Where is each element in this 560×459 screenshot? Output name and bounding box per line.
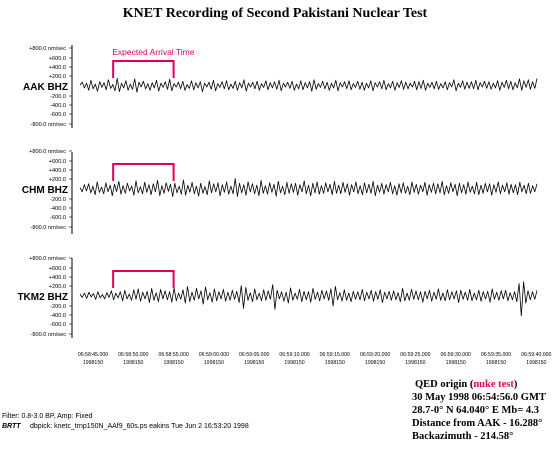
y-tick-label: +200.0 bbox=[49, 284, 66, 290]
station-label: CHM BHZ bbox=[22, 185, 68, 196]
x-tick-date: 1998150 bbox=[204, 360, 224, 366]
origin-label: QED origin (nuke test) bbox=[415, 379, 518, 390]
x-tick-date: 1998150 bbox=[526, 360, 546, 366]
y-tick-label: -800.0 nm/sec bbox=[31, 225, 67, 231]
x-tick-time: 06:59:40.000 bbox=[521, 352, 551, 358]
x-tick-date: 1998150 bbox=[486, 360, 506, 366]
y-tick-label: -600.0 bbox=[50, 322, 66, 328]
y-tick-label: +400.0 bbox=[49, 65, 66, 71]
expected-arrival-bracket bbox=[112, 270, 175, 288]
station-label: AAK BHZ bbox=[23, 82, 68, 93]
seismic-trace bbox=[79, 281, 538, 317]
x-tick-time: 06:59:30.000 bbox=[441, 352, 471, 358]
y-tick-label: -200.0 bbox=[50, 197, 66, 203]
x-tick-time: 06:58:50.000 bbox=[118, 352, 148, 358]
x-tick-date: 1998150 bbox=[325, 360, 345, 366]
x-tick-time: 06:59:20.000 bbox=[360, 352, 390, 358]
dbpick-command: dbpick: knetc_trnp150N_AAf9_60s.ps eakin… bbox=[30, 423, 249, 430]
time-axis: 06:58:45.000 1998150 06:58:50.000 1998150 06… bbox=[78, 352, 552, 366]
y-tick-label: -800.0 nm/sec bbox=[31, 122, 67, 128]
x-tick-date: 1998150 bbox=[365, 360, 385, 366]
x-tick-date: 1998150 bbox=[83, 360, 103, 366]
nuke-test-label: nuke test bbox=[473, 379, 514, 390]
x-tick-time: 06:59:25.000 bbox=[400, 352, 430, 358]
y-tick-label: +200.0 bbox=[49, 177, 66, 183]
station-label: TKM2 BHZ bbox=[17, 292, 68, 303]
seismic-trace bbox=[79, 78, 538, 93]
y-tick-label: +600.0 bbox=[49, 56, 66, 62]
x-tick-date: 1998150 bbox=[284, 360, 304, 366]
x-tick-time: 06:59:15.000 bbox=[320, 352, 350, 358]
panel-tkm2-bhz: +800.0 nm/sec +600.0 +400.0 +200.0 -200.0 -40… bbox=[17, 256, 538, 338]
expected-arrival-bracket bbox=[112, 163, 175, 181]
seismic-trace bbox=[79, 178, 538, 197]
x-tick-time: 06:59:05.000 bbox=[239, 352, 269, 358]
x-tick-date: 1998150 bbox=[163, 360, 183, 366]
brtt-label: BRTT bbox=[2, 423, 21, 430]
y-tick-label: -400.0 bbox=[50, 313, 66, 319]
y-tick-label: -600.0 bbox=[50, 112, 66, 118]
x-tick-date: 1998150 bbox=[123, 360, 143, 366]
station-panels: +800.0 nm/sec +600.0 +400.0 +200.0 -200.0 -40… bbox=[17, 45, 538, 338]
expected-arrival-label: Expected Arrival Time bbox=[112, 47, 194, 57]
y-tick-label: -400.0 bbox=[50, 206, 66, 212]
y-tick-label: -200.0 bbox=[50, 304, 66, 310]
x-tick-time: 06:59:00.000 bbox=[199, 352, 229, 358]
x-tick-time: 06:58:55.000 bbox=[158, 352, 188, 358]
panel-aak-bhz: +800.0 nm/sec +600.0 +400.0 +200.0 -200.0 -40… bbox=[23, 45, 538, 128]
y-tick-label: +600.0 bbox=[49, 266, 66, 272]
chart-title: KNET Recording of Second Pakistani Nucle… bbox=[123, 6, 428, 21]
y-tick-label: +400.0 bbox=[49, 275, 66, 281]
y-tick-label: -800.0 nm/sec bbox=[31, 332, 67, 338]
expected-arrival-bracket bbox=[112, 60, 175, 78]
y-tick-label: +800.0 nm/sec bbox=[29, 256, 66, 262]
x-tick-date: 1998150 bbox=[405, 360, 425, 366]
origin-datetime: 30 May 1998 06:54:56.0 GMT bbox=[412, 392, 546, 403]
x-tick-time: 06:59:10.000 bbox=[279, 352, 309, 358]
y-tick-label: +800.0 nm/sec bbox=[29, 149, 66, 155]
y-tick-label: +400.0 bbox=[49, 168, 66, 174]
x-tick-time: 06:59:35.000 bbox=[481, 352, 511, 358]
x-tick-date: 1998150 bbox=[446, 360, 466, 366]
y-tick-label: +600.0 bbox=[49, 159, 66, 165]
x-tick-time: 06:58:45.000 bbox=[78, 352, 108, 358]
panel-chm-bhz: +800.0 nm/sec +600.0 +400.0 +200.0 -200.0 -40… bbox=[22, 149, 538, 234]
y-tick-label: -600.0 bbox=[50, 215, 66, 221]
y-tick-label: +200.0 bbox=[49, 74, 66, 80]
y-tick-label: -200.0 bbox=[50, 94, 66, 100]
y-tick-label: -400.0 bbox=[50, 103, 66, 109]
origin-distance: Distance from AAK - 16.288° bbox=[412, 418, 542, 429]
origin-location: 28.7-0° N 64.040° E Mb= 4.3 bbox=[412, 405, 539, 416]
y-tick-label: +800.0 nm/sec bbox=[29, 46, 66, 52]
x-tick-date: 1998150 bbox=[244, 360, 264, 366]
origin-backazimuth: Backazimuth - 214.58° bbox=[412, 431, 513, 442]
filter-note: Filter: 0.8-3.0 BP, Amp: Fixed bbox=[2, 413, 93, 420]
